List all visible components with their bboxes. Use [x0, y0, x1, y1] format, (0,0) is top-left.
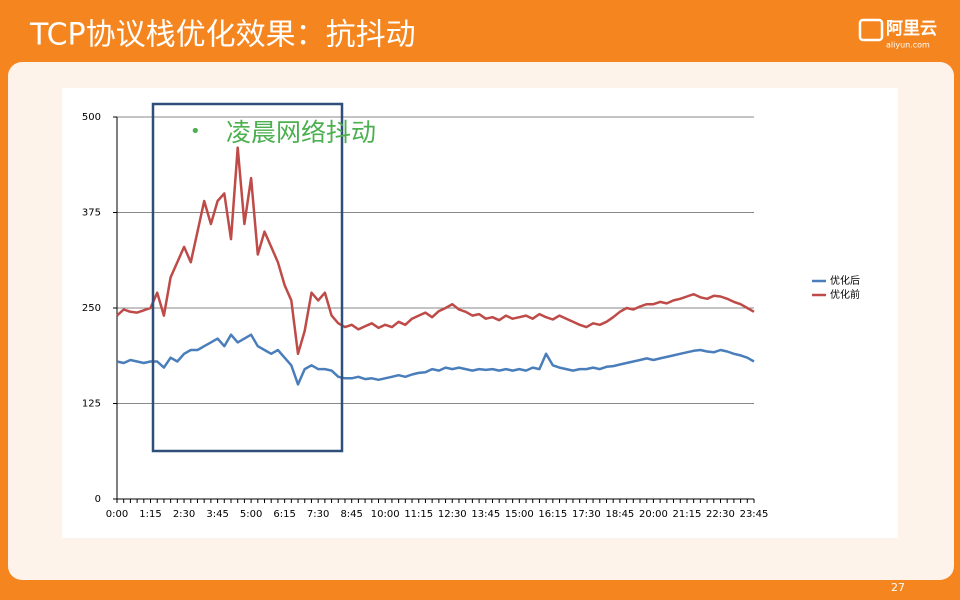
chart-area — [62, 88, 898, 538]
y-tick-label: 250 — [82, 303, 101, 314]
x-tick-label: 15:00 — [505, 509, 534, 520]
x-tick-label: 6:15 — [273, 509, 295, 520]
x-tick-label: 8:45 — [340, 509, 362, 520]
logo: 阿里云 — [886, 19, 937, 39]
page-number: 27 — [891, 581, 905, 594]
x-tick-label: 5:00 — [240, 509, 262, 520]
highlight-box — [151, 102, 344, 453]
x-tick-label: 17:30 — [572, 509, 601, 520]
x-tick-label: 1:15 — [139, 509, 161, 520]
series-line — [116, 146, 755, 356]
x-tick-label: 11:15 — [404, 509, 433, 520]
y-tick-label: 125 — [82, 399, 101, 410]
y-tick-label: 375 — [82, 208, 101, 219]
series-line — [116, 333, 755, 386]
y-tick-label: 500 — [82, 112, 101, 123]
bullet: • — [190, 121, 201, 142]
x-tick-label: 12:30 — [438, 509, 467, 520]
x-tick-label: 16:15 — [538, 509, 567, 520]
x-tick-label: 18:45 — [605, 509, 634, 520]
x-tick-label: 10:00 — [371, 509, 400, 520]
logo-icon — [858, 18, 884, 42]
x-tick-label: 3:45 — [206, 509, 228, 520]
x-tick-label: 20:00 — [639, 509, 668, 520]
slide-title: TCP协议栈优化效果：抗抖动 — [29, 18, 416, 53]
x-tick-label: 7:30 — [307, 509, 329, 520]
y-tick-label: 0 — [95, 494, 101, 505]
x-tick-label: 2:30 — [173, 509, 195, 520]
legend-label: 优化后 — [830, 274, 860, 287]
x-tick-label: 21:15 — [673, 509, 702, 520]
x-tick-label: 13:45 — [471, 509, 500, 520]
legend-label: 优化前 — [830, 288, 860, 301]
plot: 0 125 250 375 500 0:00 1:15 2:30 3:45 5:00 6:15 7:3… — [82, 112, 860, 520]
annotation: 凌晨网络抖动 — [226, 118, 376, 147]
x-tick-label: 0:00 — [106, 509, 128, 520]
x-tick-label: 23:45 — [740, 509, 769, 520]
logo-subtitle: aliyun.com — [886, 41, 930, 50]
x-tick-label: 22:30 — [706, 509, 735, 520]
